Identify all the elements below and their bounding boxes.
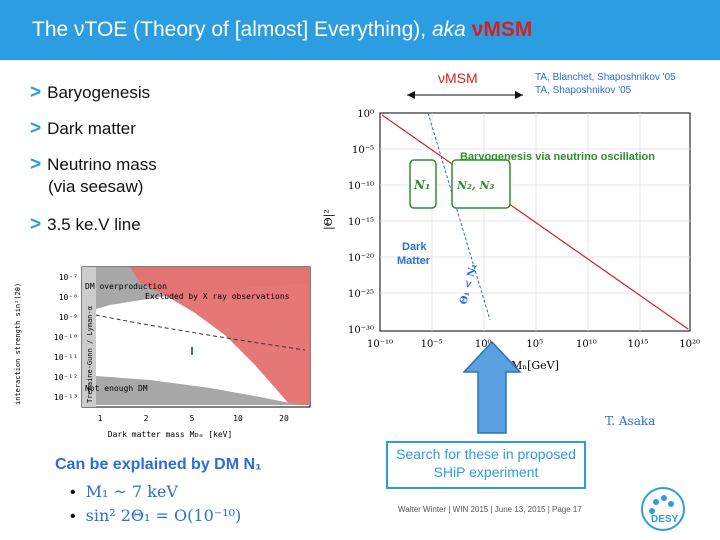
right-ytick-2: 10⁻¹⁰ <box>348 181 374 192</box>
right-xtick-0: 10⁻¹⁰ <box>367 339 393 350</box>
left-xtick-0: 1 <box>98 414 103 423</box>
right-ytick-4: 10⁻²⁰ <box>348 253 374 264</box>
right-xtick-4: 10¹⁰ <box>576 339 597 350</box>
left-ytick-3: 10⁻¹⁰ <box>54 333 78 342</box>
left-ytick-1: 10⁻⁸ <box>59 293 78 302</box>
left-y-ticks: 10⁻⁷ 10⁻⁸ 10⁻⁹ 10⁻¹⁰ 10⁻¹¹ 10⁻¹² 10⁻¹³ <box>54 273 78 402</box>
ref-line-1: TA, Blanchet, Shaposhnikov '05 <box>535 72 676 83</box>
right-ytick-3: 10⁻¹⁵ <box>348 217 374 228</box>
dm-label-line2: Matter <box>397 255 431 267</box>
ref-line-2: TA, Shaposhnikov '05 <box>535 85 632 96</box>
bullet-baryogenesis: > Baryogenesis <box>30 82 151 103</box>
xray-excluded-region <box>130 267 310 405</box>
right-y-ticks: 10⁰ 10⁻⁵ 10⁻¹⁰ 10⁻¹⁵ 10⁻²⁰ 10⁻²⁵ 10⁻³⁰ <box>348 109 374 336</box>
dm-explanation: Can be explained by DM N₁ <box>55 456 262 473</box>
not-enough-dm-region <box>82 375 300 405</box>
left-x-ticks: 1 2 5 10 20 <box>98 414 289 423</box>
right-ytick-6: 10⁻³⁰ <box>348 325 374 336</box>
slide-title: The νTOE (Theory of [almost] Everything)… <box>32 18 533 41</box>
right-xtick-1: 10⁻⁵ <box>421 339 443 350</box>
bullet-dark-matter: > Dark matter <box>30 118 136 139</box>
left-xtick-3: 10 <box>233 414 243 423</box>
right-ylabel: |Θ|² <box>322 209 336 230</box>
right-ytick-1: 10⁻⁵ <box>352 145 374 156</box>
numsm-label: νMSM <box>438 70 478 86</box>
mixing-bullet: • sin² 2Θ₁ = O(10⁻¹⁰) <box>70 506 242 525</box>
right-xtick-5: 10¹⁵ <box>628 339 649 350</box>
left-ytick-4: 10⁻¹¹ <box>54 353 78 362</box>
right-xtick-2: 10⁰ <box>475 339 492 350</box>
search-ship-box: Search for these in proposed SHiP experi… <box>386 441 586 489</box>
tremaine-gunn-strip <box>82 267 96 407</box>
right-x-ticks: 10⁻¹⁰ 10⁻⁵ 10⁰ 10⁵ 10¹⁰ 10¹⁵ 10²⁰ <box>367 339 700 350</box>
left-dm-plot: DM overproduction Excluded by X ray obse… <box>0 255 330 445</box>
baryogenesis-label: Baryogenesis via neutrino oscillation <box>460 151 655 163</box>
mass-bullet: • M₁ ~ 7 keV <box>70 482 178 501</box>
dm-label-line1: Dark <box>402 241 427 253</box>
bullet-35kev-line: >3.5 ke.V line <box>30 214 141 235</box>
left-xlabel: Dark matter mass Mᴅₘ [keV] <box>108 430 233 439</box>
label-not-enough-dm: Not enough DM <box>85 384 148 393</box>
right-ytick-0: 10⁰ <box>357 109 374 120</box>
left-ytick-0: 10⁻⁷ <box>59 273 78 282</box>
n1-label: N₁ <box>413 178 430 192</box>
bullet-neutrino-mass: > Neutrino mass (via seesaw) <box>30 154 157 196</box>
right-numsm-plot: νMSM TA, Blanchet, Shaposhnikov '05 TA, … <box>322 70 700 425</box>
right-xlabel: Mₙ[GeV] <box>511 359 559 372</box>
left-ylabel: interaction strength sin²(2θ) <box>14 283 22 405</box>
n23-box <box>451 159 511 209</box>
desy-logo-icon: DESY <box>641 487 685 531</box>
right-xtick-6: 10²⁰ <box>679 339 700 350</box>
n1-box <box>409 159 437 209</box>
left-ytick-2: 10⁻⁹ <box>59 313 78 322</box>
label-tremaine-gunn: Tremaine-Gunn / Lyman-α <box>86 306 94 403</box>
left-xtick-4: 20 <box>279 414 289 423</box>
n23-label: N₂, N₃ <box>456 179 495 192</box>
left-ytick-5: 10⁻¹² <box>54 373 78 382</box>
label-dm-overproduction: DM overproduction <box>85 282 167 291</box>
right-ytick-5: 10⁻²⁵ <box>348 289 374 300</box>
asaka-credit: T. Asaka <box>605 414 655 425</box>
seesaw-line <box>381 114 689 330</box>
left-xtick-1: 2 <box>144 414 149 423</box>
label-xray-excluded: Excluded by X ray observations <box>145 292 290 301</box>
right-xtick-3: 10⁵ <box>526 339 543 350</box>
left-ytick-6: 10⁻¹³ <box>54 393 78 402</box>
dm-dashed-line <box>427 112 491 321</box>
title-bar: The νTOE (Theory of [almost] Everything)… <box>0 0 720 60</box>
up-arrow-icon <box>462 340 522 434</box>
desy-logo-text: DESY <box>651 514 679 525</box>
left-xtick-2: 5 <box>190 414 195 423</box>
footer-text: Walter Winter | WIN 2015 | June 13, 2015… <box>398 505 582 514</box>
